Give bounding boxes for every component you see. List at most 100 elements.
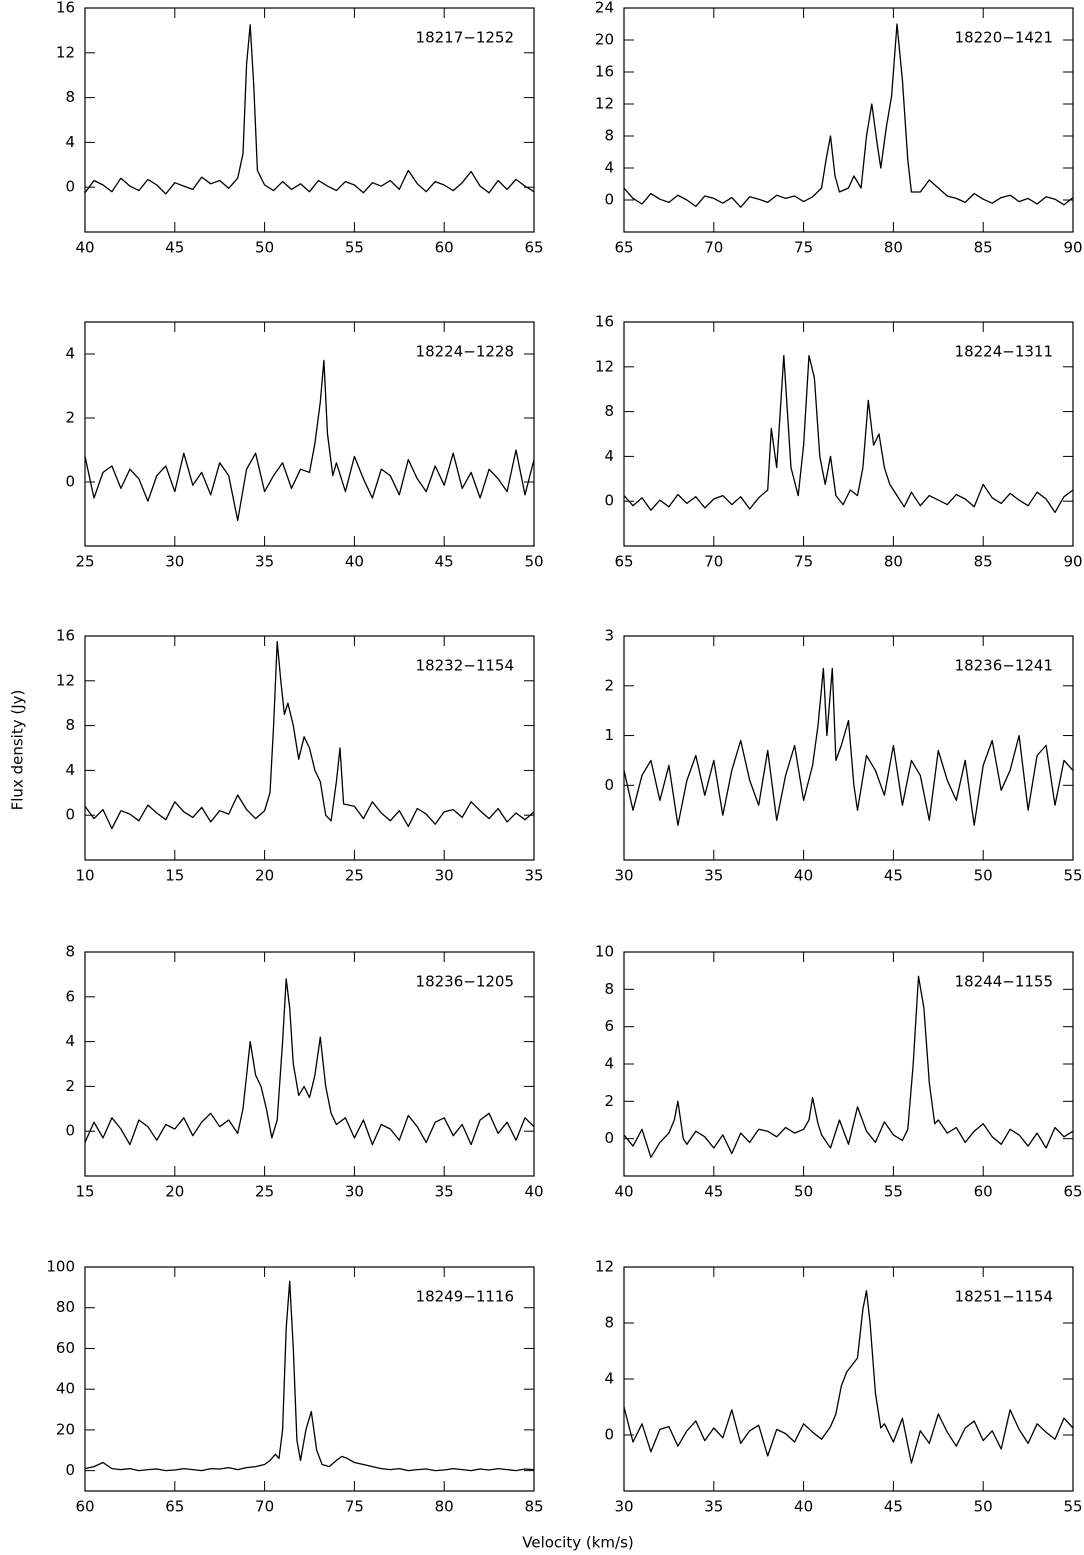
x-tick-label: 60 [974,1183,993,1201]
y-tick-label: 8 [604,1314,614,1332]
y-tick-label: 12 [56,43,75,61]
y-tick-label: 24 [595,0,614,17]
y-tick-label: 12 [595,357,614,375]
y-tick-label: 0 [65,178,75,196]
y-tick-label: 0 [65,1461,75,1479]
x-tick-label: 50 [255,239,274,257]
x-tick-label: 80 [435,1498,454,1516]
y-tick-label: 4 [604,1370,614,1388]
x-tick-label: 60 [435,239,454,257]
y-tick-label: 20 [56,1420,75,1438]
y-tick-label: 4 [604,1055,614,1073]
x-tick-label: 65 [614,553,633,571]
y-tick-label: 4 [65,1032,75,1050]
y-tick-label: 60 [56,1339,75,1357]
x-tick-label: 45 [884,867,903,885]
x-tick-label: 35 [524,867,543,885]
y-tick-label: 12 [595,95,614,113]
x-tick-label: 55 [1063,867,1082,885]
plot-frame [84,1266,535,1492]
plot-frame [623,7,1074,233]
y-tick-label: 0 [604,1129,614,1147]
x-tick-label: 25 [255,1183,274,1201]
source-name: 18217−1252 [416,29,514,47]
spectrum [623,23,1074,208]
y-tick-label: 0 [65,473,75,491]
y-tick-label: 8 [604,402,614,420]
plot-frame [623,635,1074,861]
source-name: 18251−1154 [955,1288,1053,1306]
plot-frame [623,321,1074,547]
y-tick-label: 6 [65,987,75,1005]
y-tick-label: 3 [604,627,614,645]
spectrum [623,975,1074,1158]
y-tick-label: 8 [65,943,75,961]
x-tick-label: 80 [884,553,903,571]
x-tick-label: 20 [165,1183,184,1201]
y-tick-label: 40 [56,1380,75,1398]
y-tick-label: 0 [604,776,614,794]
x-tick-label: 25 [345,867,364,885]
y-tick-label: 0 [604,191,614,209]
x-tick-label: 90 [1063,553,1082,571]
x-tick-label: 65 [614,239,633,257]
y-tick-label: 12 [595,1258,614,1276]
x-tick-label: 40 [75,239,94,257]
y-tick-label: 2 [65,409,75,427]
y-tick-label: 0 [604,492,614,510]
x-tick-label: 90 [1063,239,1082,257]
x-tick-label: 85 [974,239,993,257]
y-tick-label: 8 [65,716,75,734]
y-tick-label: 8 [604,980,614,998]
source-name: 18236−1205 [416,973,514,991]
x-tick-label: 75 [794,239,813,257]
x-tick-label: 40 [345,553,364,571]
y-tick-label: 16 [595,63,614,81]
source-name: 18244−1155 [955,973,1053,991]
y-tick-label: 4 [65,761,75,779]
x-axis-label: Velocity (km/s) [522,1534,633,1552]
y-tick-label: 20 [595,31,614,49]
x-tick-label: 60 [75,1498,94,1516]
y-tick-label: 4 [604,159,614,177]
plot-frame [84,321,535,547]
source-name: 18249−1116 [416,1288,514,1306]
x-tick-label: 65 [1063,1183,1082,1201]
x-tick-label: 10 [75,867,94,885]
y-tick-label: 8 [65,88,75,106]
y-tick-label: 16 [56,627,75,645]
y-tick-label: 1 [604,726,614,744]
y-tick-label: 0 [604,1426,614,1444]
y-tick-label: 16 [56,0,75,17]
y-tick-label: 80 [56,1298,75,1316]
y-axis-label: Flux density (Jy) [9,690,27,811]
source-name: 18224−1228 [416,343,514,361]
y-tick-label: 100 [46,1258,75,1276]
y-tick-label: 4 [65,133,75,151]
source-name: 18236−1241 [955,657,1053,675]
source-name: 18232−1154 [416,657,514,675]
x-tick-label: 45 [435,553,454,571]
x-tick-label: 45 [165,239,184,257]
y-tick-label: 0 [65,806,75,824]
y-tick-label: 12 [56,671,75,689]
y-tick-label: 6 [604,1017,614,1035]
y-tick-label: 2 [65,1077,75,1095]
x-tick-label: 55 [884,1183,903,1201]
y-tick-label: 4 [604,447,614,465]
plot-frame [84,635,535,861]
x-tick-label: 75 [345,1498,364,1516]
x-tick-label: 20 [255,867,274,885]
y-tick-label: 2 [604,676,614,694]
spectrum [623,354,1074,514]
x-tick-label: 55 [1063,1498,1082,1516]
x-tick-label: 30 [345,1183,364,1201]
x-tick-label: 15 [75,1183,94,1201]
x-tick-label: 45 [884,1498,903,1516]
x-tick-label: 35 [435,1183,454,1201]
y-tick-label: 10 [595,943,614,961]
plot-frame [84,7,535,233]
spectrum [623,667,1074,826]
x-tick-label: 80 [884,239,903,257]
x-tick-label: 70 [255,1498,274,1516]
